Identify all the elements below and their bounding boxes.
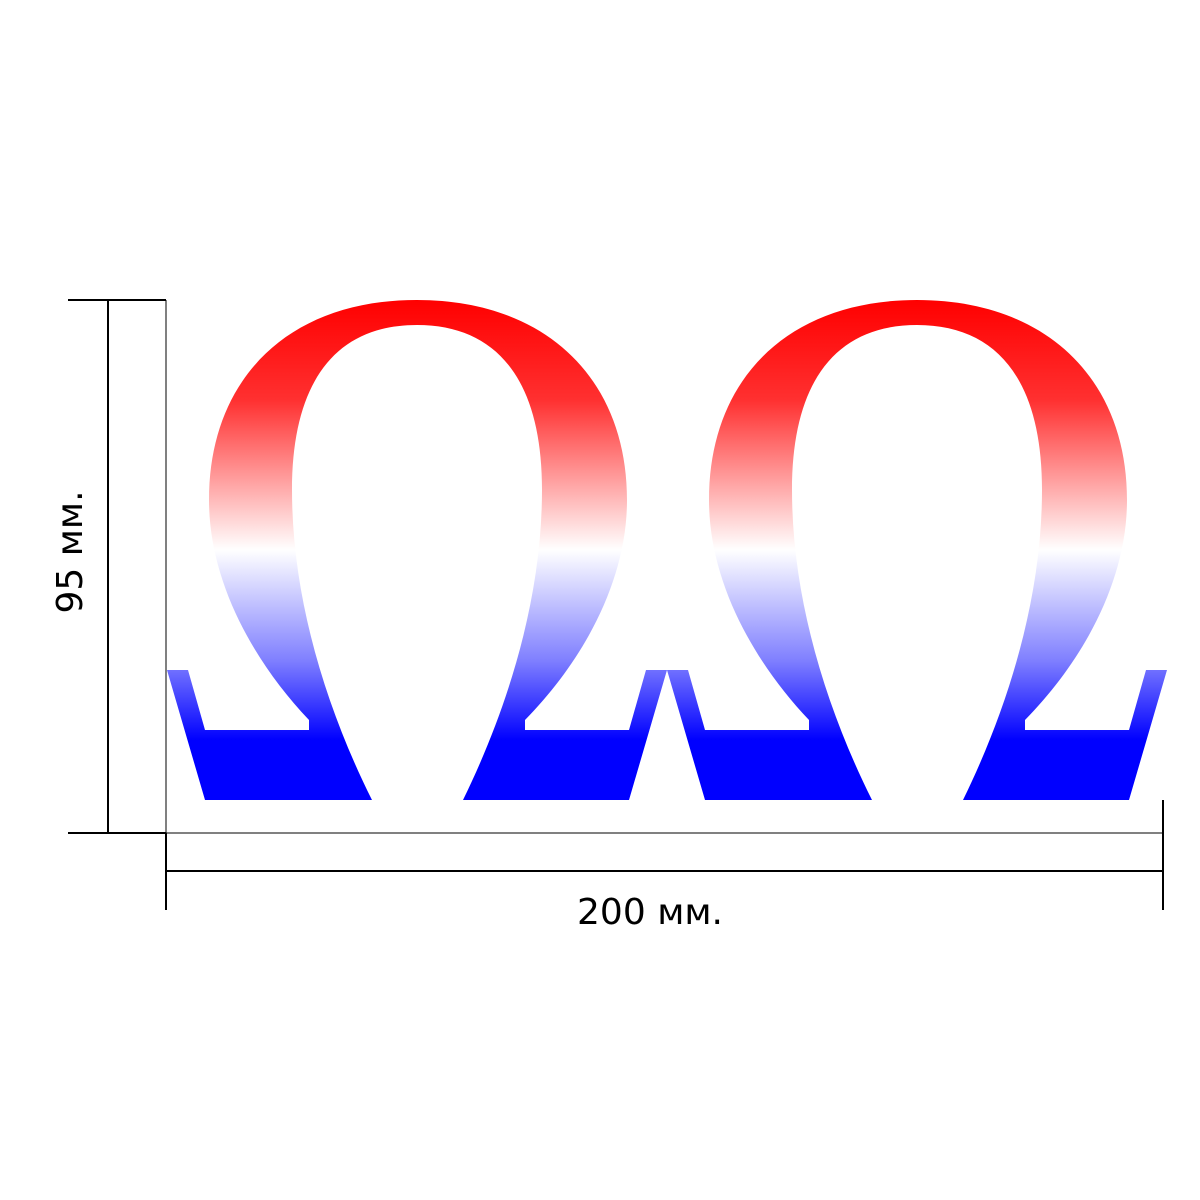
omega-symbols — [167, 300, 1167, 800]
height-label: 95 мм. — [50, 490, 91, 613]
width-label: 200 мм. — [577, 892, 723, 933]
omega-symbol-left — [167, 300, 667, 800]
omega-symbol-right — [667, 300, 1167, 800]
width-dimension: 200 мм. — [165, 800, 1164, 933]
height-dimension: 95 мм. — [50, 299, 167, 834]
